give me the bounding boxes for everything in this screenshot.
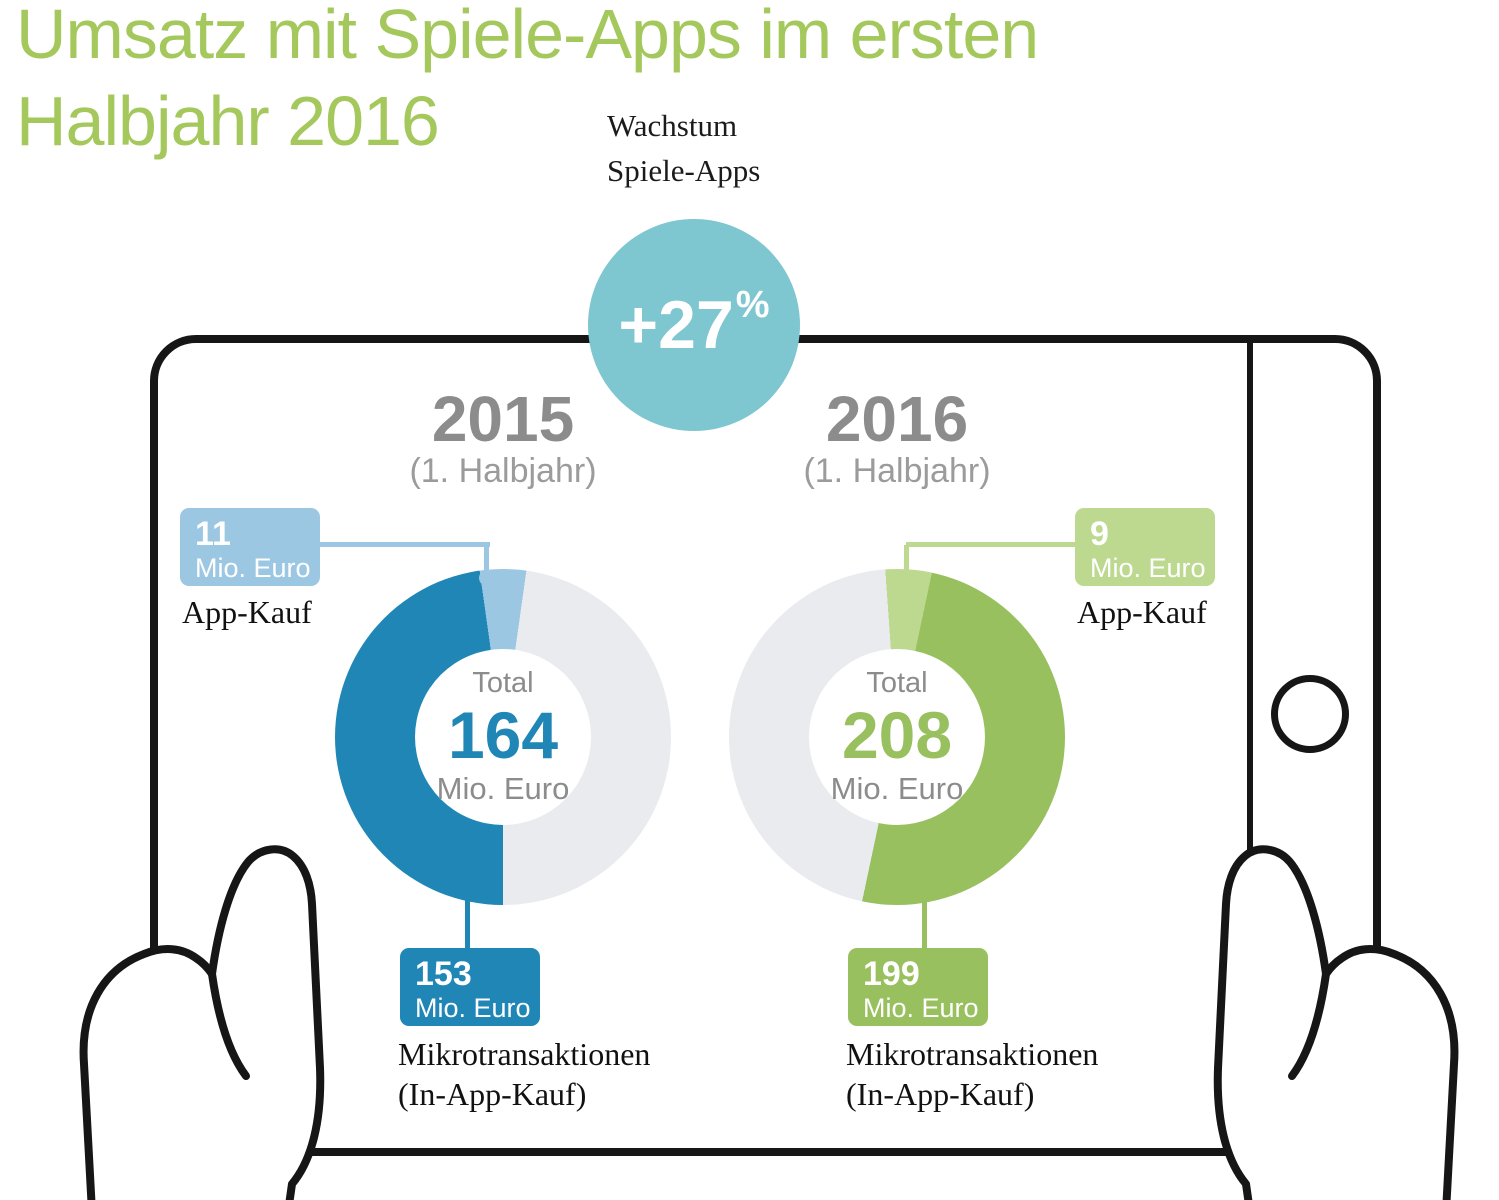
growth-label: Wachstum Spiele-Apps (607, 104, 760, 194)
connector-line-inapp-2016 (922, 881, 927, 948)
right-hand-thumb-crease (1288, 970, 1330, 1080)
callout-appkauf-2015: 11 Mio. Euro (180, 508, 320, 586)
total-label-2015: Total (472, 666, 534, 699)
growth-percent-sign: % (735, 283, 770, 326)
callout-appkauf-2016: 9 Mio. Euro (1075, 508, 1215, 586)
caption-appkauf-2015: App-Kauf (182, 594, 312, 630)
growth-badge: +27 % (588, 219, 800, 431)
caption-inapp-2016-line1: Mikrotransaktionen (846, 1036, 1099, 1072)
callout-inapp-2015-value: 153 (415, 955, 472, 993)
growth-label-line-2: Spiele-Apps (607, 152, 761, 188)
donut-center-2016: Total 208 Mio. Euro (809, 649, 985, 825)
callout-inapp-2016: 199 Mio. Euro (848, 948, 988, 1026)
right-hand-illustration (1213, 845, 1459, 1200)
donut-chart-2016: Total 208 Mio. Euro (729, 569, 1065, 905)
caption-inapp-2016-line2: (In-App-Kauf) (846, 1076, 1035, 1112)
donut-chart-2015: Total 164 Mio. Euro (335, 569, 671, 905)
caption-appkauf-2016: App-Kauf (1077, 594, 1207, 630)
callout-inapp-2016-value: 199 (863, 955, 920, 993)
connector-dot-appkauf-2016 (900, 570, 916, 586)
page-title-line-1: Umsatz mit Spiele-Apps im ersten (16, 0, 1039, 73)
growth-value: +27 (618, 287, 734, 363)
halbjahr-label-2015: (1. Halbjahr) (409, 452, 597, 490)
total-value-2016: 208 (841, 697, 953, 772)
callout-inapp-2015: 153 Mio. Euro (400, 948, 540, 1026)
tablet-bezel-divider (1247, 343, 1253, 1148)
left-hand-thumb-crease (208, 970, 250, 1080)
callout-appkauf-2016-unit: Mio. Euro (1090, 553, 1206, 584)
callout-appkauf-2015-value: 11 (195, 515, 231, 553)
callout-inapp-2015-unit: Mio. Euro (415, 993, 531, 1024)
total-unit-2016: Mio. Euro (830, 771, 964, 807)
total-unit-2015: Mio. Euro (436, 771, 570, 807)
total-value-2015: 164 (447, 697, 559, 772)
connector-drop-appkauf-2016 (904, 545, 909, 573)
callout-appkauf-2015-unit: Mio. Euro (195, 553, 311, 584)
year-label-2015: 2015 (431, 383, 575, 455)
year-label-2016: 2016 (825, 383, 969, 455)
connector-line-inapp-2015 (465, 881, 470, 948)
connector-dot-inapp-2015 (460, 869, 476, 885)
left-hand-illustration (79, 845, 325, 1200)
page-title-line-2: Halbjahr 2016 (16, 81, 440, 160)
growth-label-line-1: Wachstum (607, 108, 738, 143)
page-title: Umsatz mit Spiele-Apps im ersten Halbjah… (16, 0, 1039, 165)
connector-dot-appkauf-2015 (479, 570, 495, 586)
callout-inapp-2016-unit: Mio. Euro (863, 993, 979, 1024)
connector-drop-appkauf-2015 (484, 545, 489, 573)
connector-line-appkauf-2016 (906, 542, 1075, 547)
caption-inapp-2015-line2: (In-App-Kauf) (398, 1076, 587, 1112)
left-hand-outline (79, 845, 325, 1200)
callout-appkauf-2016-value: 9 (1090, 515, 1109, 553)
halbjahr-label-2016: (1. Halbjahr) (803, 452, 991, 490)
tablet-home-button (1271, 675, 1349, 753)
total-label-2016: Total (866, 666, 928, 699)
donut-center-2015: Total 164 Mio. Euro (415, 649, 591, 825)
caption-inapp-2015-line1: Mikrotransaktionen (398, 1036, 651, 1072)
connector-line-appkauf-2015 (318, 542, 490, 547)
connector-dot-inapp-2016 (917, 869, 933, 885)
right-hand-outline (1213, 845, 1459, 1200)
